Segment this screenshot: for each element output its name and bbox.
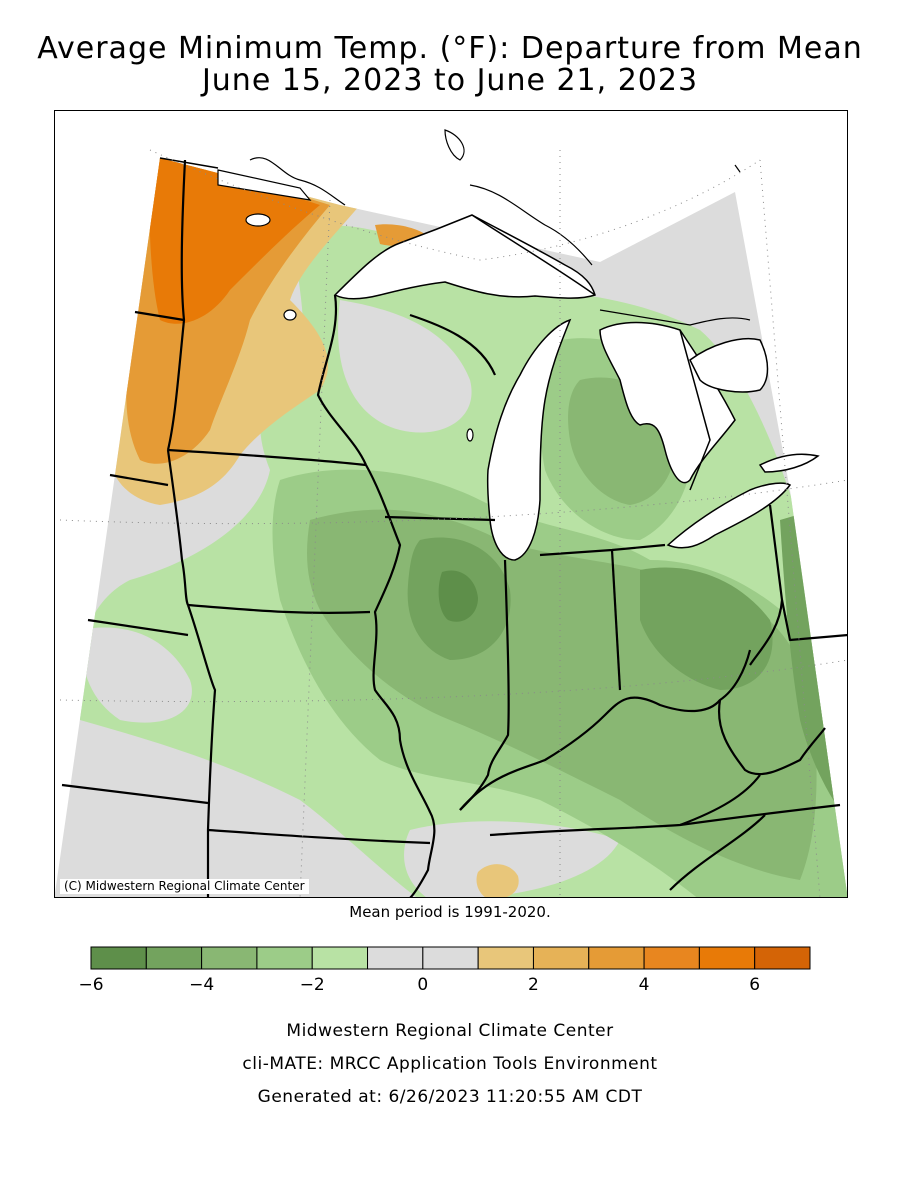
legend-swatch — [311, 946, 369, 970]
cool-zone-darker-oh — [640, 567, 773, 690]
lake-erie — [666, 482, 792, 549]
legend-swatches — [90, 946, 811, 970]
state-boundaries — [61, 159, 848, 898]
wi-mi-up-border — [409, 313, 497, 376]
date-range-subtitle: June 15, 2023 to June 21, 2023 — [201, 63, 699, 98]
tn-east — [669, 814, 766, 891]
map-credit: (C) Midwestern Regional Climate Center — [60, 879, 309, 894]
legend-tick-label: 2 — [528, 975, 539, 995]
ohio-river — [459, 649, 752, 811]
red-lake — [245, 213, 271, 227]
lake-superior-border — [471, 214, 596, 296]
legend-swatch — [201, 946, 258, 970]
neutral-patch-south — [404, 821, 620, 898]
legend-swatch — [588, 946, 645, 970]
legend-tick-labels: −6 −4 −2 0 2 4 6 — [78, 975, 760, 995]
legend-tick-label: 0 — [417, 975, 428, 995]
mille-lacs — [283, 309, 297, 321]
legend-swatch — [367, 946, 424, 970]
legend-swatch — [477, 946, 534, 970]
legend-tick-label: 6 — [749, 975, 760, 995]
lake-of-the-woods — [217, 169, 312, 201]
ky-tn-border — [489, 803, 841, 837]
huron-border — [679, 329, 711, 491]
ne-ks-border — [87, 618, 189, 637]
in-oh-border — [610, 549, 622, 691]
warm-spot-south — [476, 864, 519, 898]
legend-tick-label: −6 — [78, 975, 103, 995]
cool-zone-darkest — [438, 570, 478, 622]
lake-winnebago — [466, 428, 474, 442]
legend-swatch — [256, 946, 313, 970]
wi-il-border — [384, 515, 496, 522]
footer-organization: Midwestern Regional Climate Center — [286, 1021, 614, 1041]
graticule — [59, 149, 848, 898]
color-legend: −6 −4 −2 0 2 4 6 — [78, 946, 811, 995]
footer-app-name: cli-MATE: MRCC Application Tools Environ… — [242, 1054, 658, 1074]
legend-swatch — [643, 946, 700, 970]
mn-wi-border — [316, 294, 368, 466]
legend-swatch — [754, 946, 811, 970]
nd-sd-border — [134, 310, 185, 322]
legend-tick-label: −4 — [189, 975, 214, 995]
wv-va-ky — [717, 699, 826, 776]
legend-tick-label: −2 — [300, 975, 325, 995]
georgian-bay — [689, 338, 769, 393]
ia-mo-border — [187, 603, 371, 615]
international-border — [159, 157, 711, 491]
map-title: Average Minimum Temp. (°F): Departure fr… — [37, 31, 863, 66]
lake-ontario — [758, 453, 820, 473]
lake-michigan — [486, 318, 572, 561]
ky-va-border — [679, 774, 761, 827]
legend-swatch — [698, 946, 756, 970]
il-in-border — [459, 559, 510, 811]
mo-west — [186, 604, 217, 831]
footer-generated-at: Generated at: 6/26/2023 11:20:55 AM CDT — [257, 1087, 643, 1107]
mo-ar-border — [207, 828, 431, 845]
canada-us-border-west — [159, 157, 219, 169]
sd-ne-border — [166, 449, 190, 606]
legend-tick-label: 4 — [639, 975, 650, 995]
mean-period-note: Mean period is 1991-2020. — [349, 903, 551, 921]
mississippi-river-ia-il — [365, 464, 436, 898]
great-lakes — [333, 214, 820, 561]
legend-swatch — [532, 946, 590, 970]
legend-swatch — [145, 946, 203, 970]
neutral-patch-sw — [80, 627, 192, 723]
ks-ok-border — [61, 783, 209, 805]
legend-swatch — [422, 946, 479, 970]
pa-wv-border — [780, 599, 848, 642]
legend-swatch — [90, 946, 147, 970]
sd-ne-west — [109, 473, 169, 487]
canada-coast — [249, 129, 751, 326]
mn-sd-ia-border — [167, 448, 367, 467]
small-lakes — [217, 169, 474, 442]
lake-superior — [333, 214, 596, 300]
neutral-patch-wi — [338, 300, 472, 433]
